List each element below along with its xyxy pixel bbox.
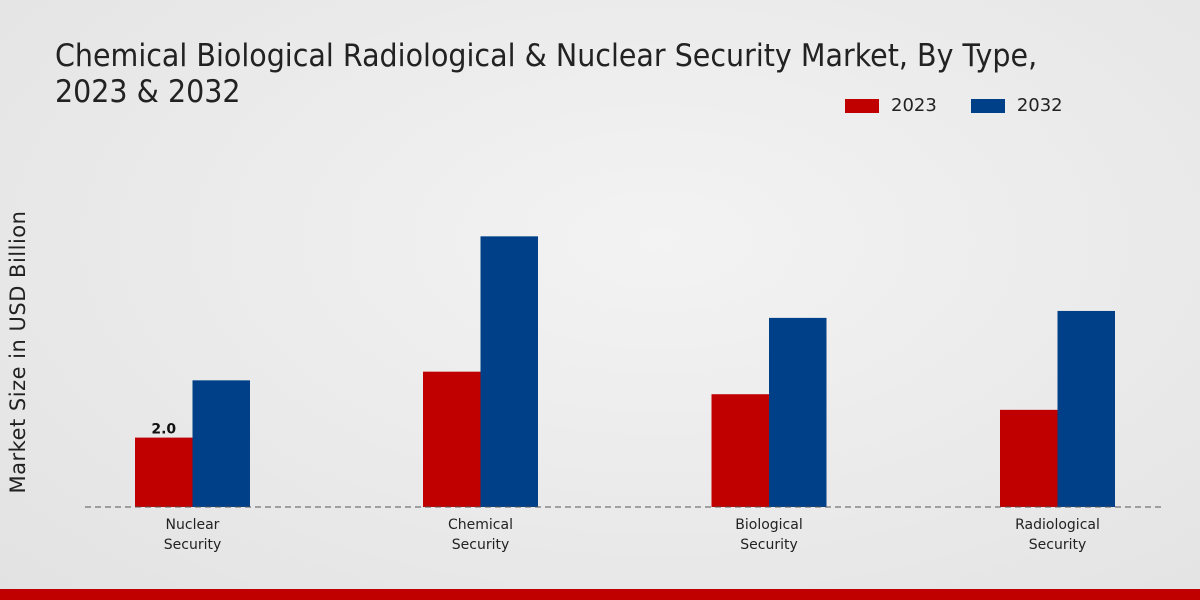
bottom-accent-stripe [0,589,1200,600]
legend-label-2023: 2023 [891,95,937,116]
bar-2023-chemical-security [423,371,481,507]
bar-2023-radiological-security [1000,409,1058,507]
legend-swatch-2023 [845,98,879,113]
bar-2023-nuclear-security [135,437,193,507]
legend-label-2032: 2032 [1016,95,1063,116]
bar-2032-nuclear-security [192,380,250,507]
legend-item-2023: 2023 [845,95,937,116]
bar-2032-radiological-security [1057,310,1115,507]
legend: 2023 2032 [845,95,1063,116]
bar-2023-biological-security [711,394,769,507]
x-tick-label: Biological Security [735,517,802,553]
bar-2032-chemical-security [480,236,538,507]
x-tick-label: Nuclear Security [164,517,222,553]
chart-title: Chemical Biological Radiological & Nucle… [55,38,1038,110]
data-label: 2.0 [151,422,176,438]
legend-swatch-2032 [970,98,1005,113]
x-tick-label: Chemical Security [448,517,513,553]
legend-item-2032: 2032 [970,95,1063,116]
x-tick-label: Radiological Security [1015,517,1100,553]
bar-2032-biological-security [769,317,827,507]
